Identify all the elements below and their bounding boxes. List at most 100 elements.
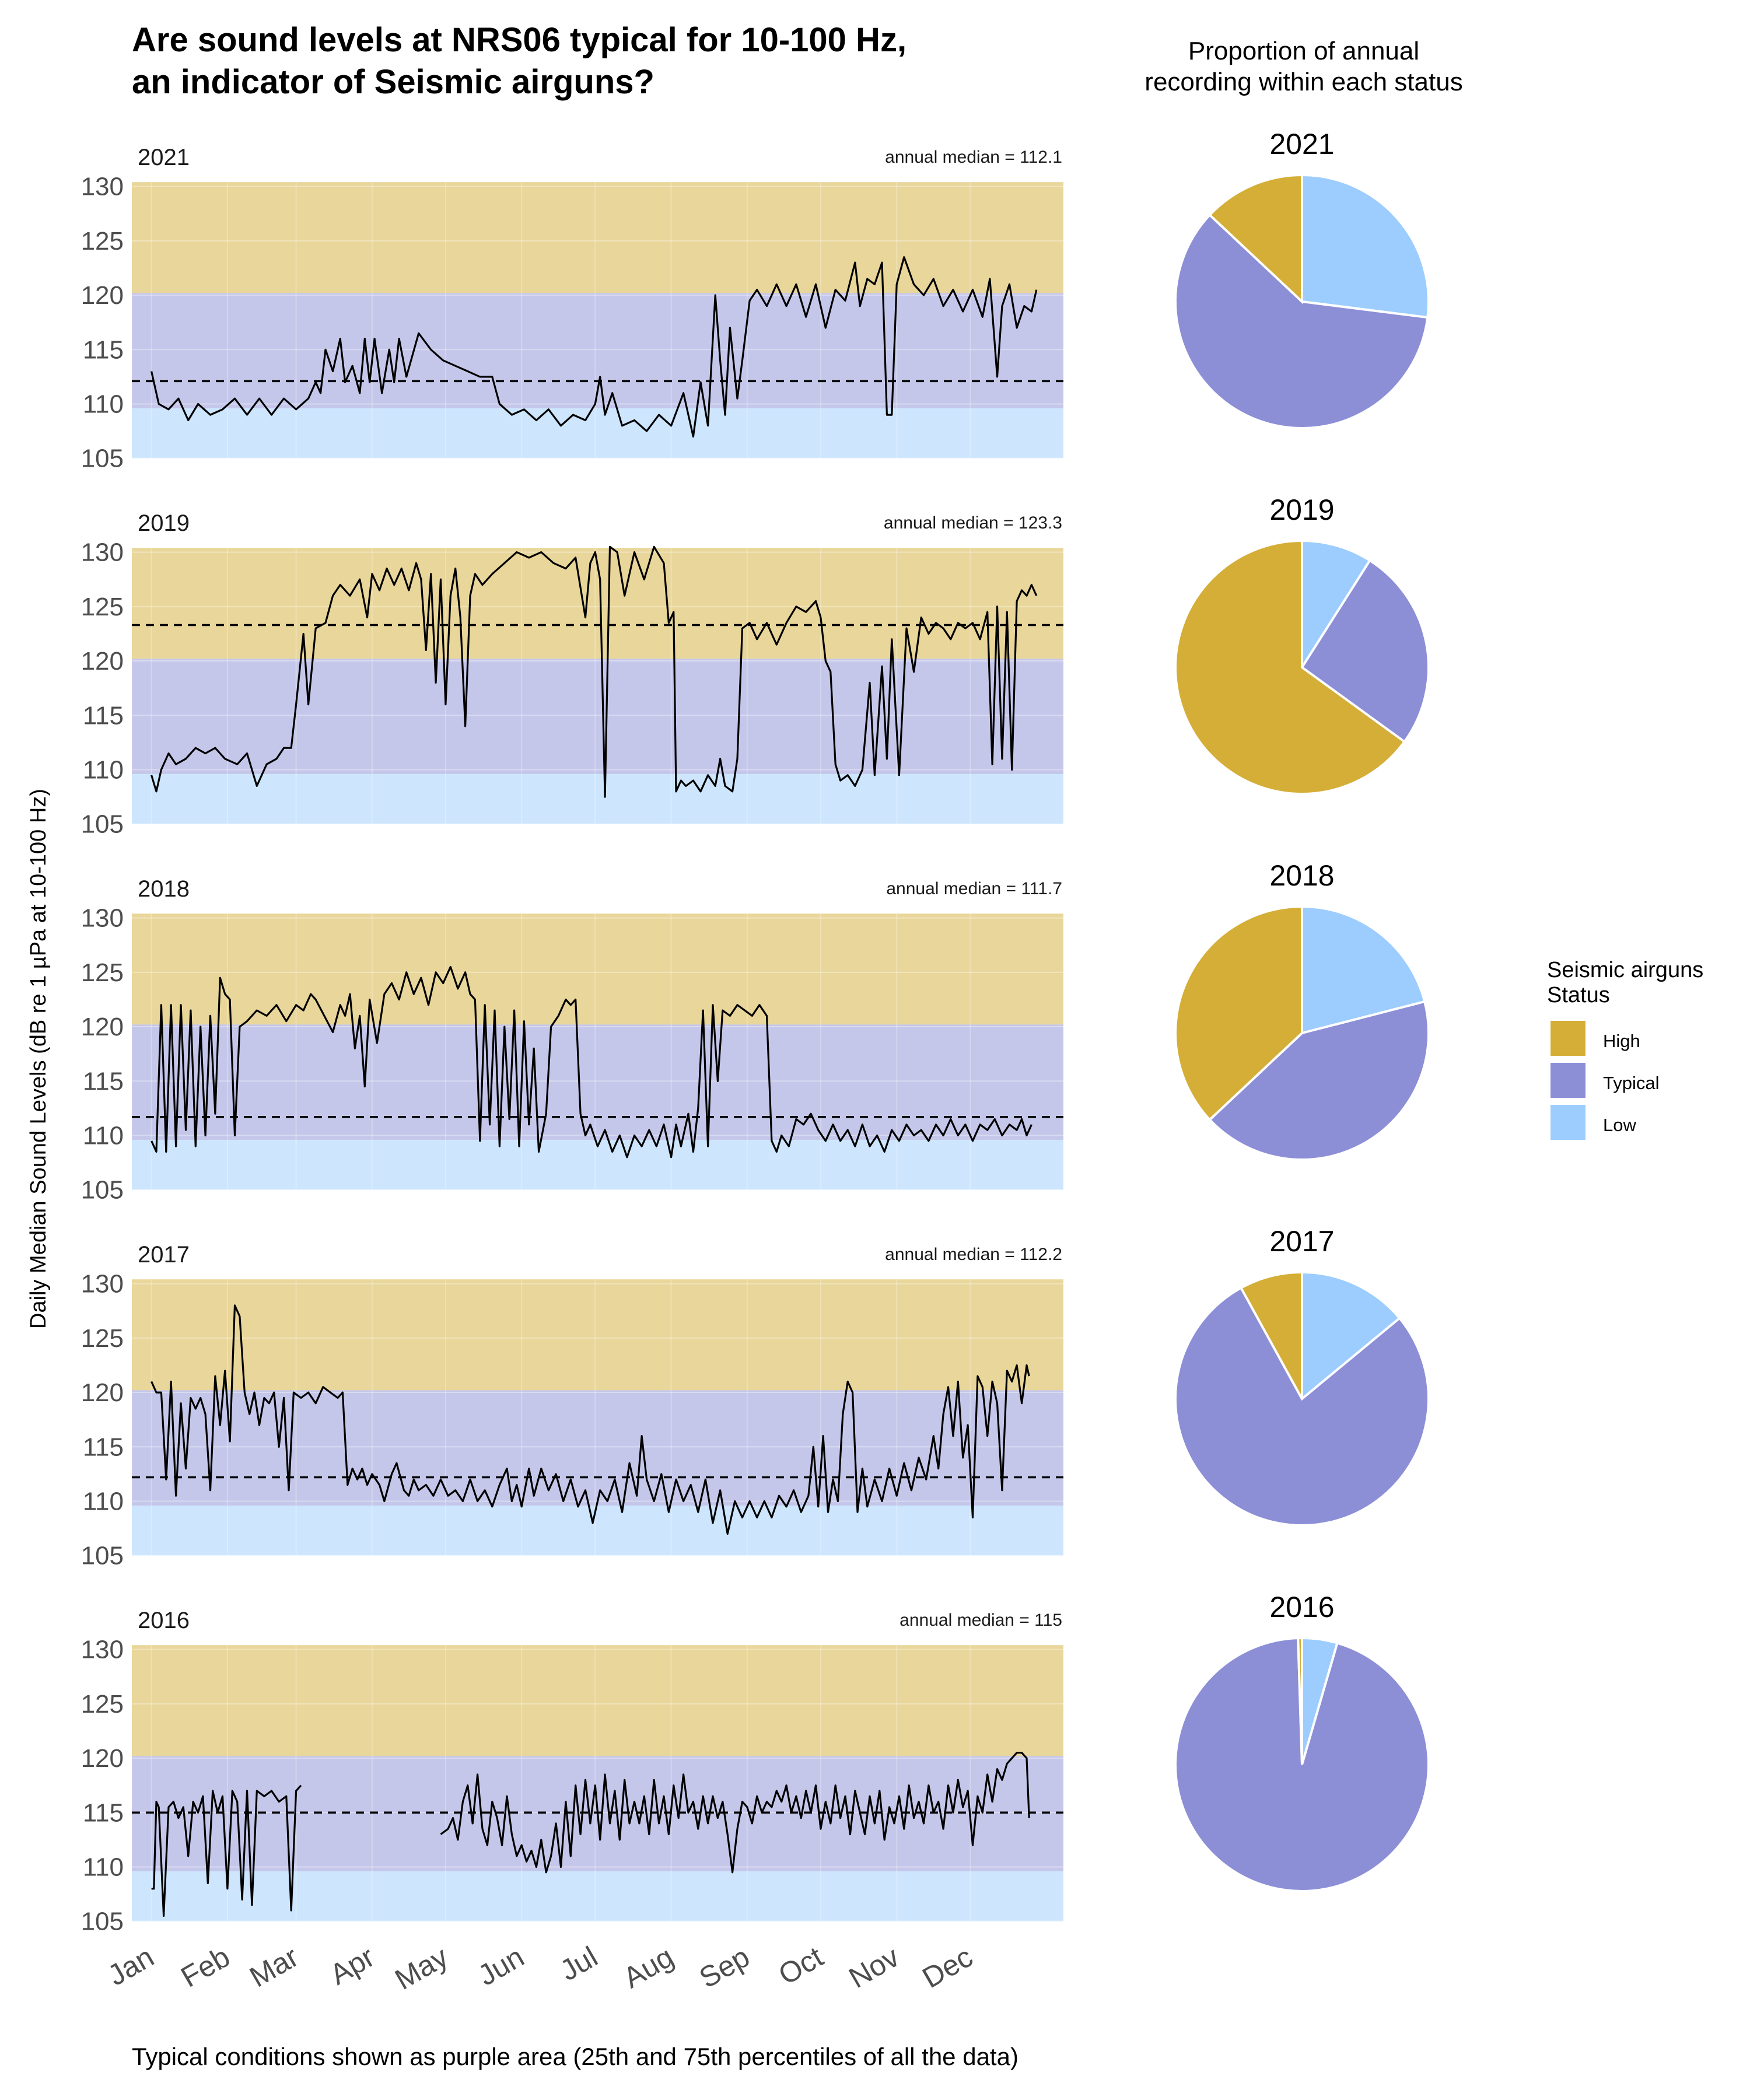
pie-charts: 2021 2019 2018 2017 2016: [1174, 128, 1430, 1892]
x-axis: Jan Feb Mar Apr May Jun Jul Aug Sep Oct Nov Dec: [102, 1940, 978, 1996]
pie-slice-high: [1239, 1270, 1303, 1399]
legend: Seismic airguns Status High Typical Low: [1547, 958, 1703, 1140]
panel-2018: 105 110 115 120 125 130 2018 annual median = 11…: [81, 876, 1063, 1205]
pie-2017: 2017: [1174, 1225, 1430, 1527]
panel-2016: 105 110 115 120 125 130 2016 annual median = 11…: [81, 1608, 1063, 1936]
x-tick-label: Apr: [324, 1940, 380, 1991]
x-tick-label: Feb: [176, 1940, 236, 1994]
y-tick-label: 125: [81, 593, 124, 621]
caption: Typical conditions shown as purple area …: [132, 2043, 1019, 2070]
y-tick-label: 120: [81, 647, 124, 676]
band-high: [132, 1645, 1063, 1756]
y-tick-label: 120: [81, 1378, 124, 1407]
pie-slice-low: [1301, 905, 1426, 1035]
legend-key-typical: [1550, 1063, 1586, 1098]
y-tick-label: 115: [83, 335, 124, 364]
series-line-2019: [150, 545, 1038, 798]
y-tick-label: 130: [81, 538, 124, 567]
band-low: [132, 1505, 1063, 1556]
line-panels: 105 110 115 120 125 130 2021 annual median = 11…: [81, 145, 1063, 1936]
x-tick-label: May: [390, 1940, 454, 1996]
pie-slice-high: [1208, 173, 1303, 304]
y-tick-label: 115: [83, 1067, 124, 1096]
band-typical: [132, 1390, 1063, 1506]
chart-title-line-2: an indicator of Seismic airguns?: [132, 63, 654, 101]
y-tick-label: 115: [83, 1798, 124, 1827]
legend-title-line-1: Seismic airguns: [1547, 958, 1703, 982]
pie-2018: 2018: [1174, 859, 1430, 1161]
series-line-2016: [151, 1784, 302, 1917]
series-line-2021: [150, 256, 1038, 438]
panel-year-label: 2021: [138, 145, 190, 170]
pie-slice-typical: [1174, 1637, 1430, 1892]
series-line-2018: [150, 965, 1032, 1158]
band-low: [132, 408, 1063, 459]
y-tick-label: 110: [83, 390, 124, 418]
series-line-2016: [440, 1752, 1030, 1874]
y-tick-label: 130: [81, 173, 124, 201]
panel-2021: 105 110 115 120 125 130 2021 annual median = 11…: [81, 145, 1063, 473]
y-tick-label: 125: [81, 227, 124, 256]
pie-header-line-1: Proportion of annual: [1188, 37, 1419, 65]
legend-title-line-2: Status: [1547, 983, 1610, 1007]
y-tick-label: 125: [81, 1690, 124, 1718]
legend-key-low: [1550, 1105, 1586, 1140]
band-low: [132, 1871, 1063, 1922]
x-tick-label: Jun: [473, 1940, 530, 1992]
pie-title: 2019: [1269, 494, 1334, 526]
x-tick-label: Nov: [844, 1940, 905, 1994]
pie-2021: 2021: [1174, 128, 1430, 429]
y-tick-label: 125: [81, 958, 124, 987]
band-typical: [132, 1024, 1063, 1140]
pie-slice-high: [1174, 905, 1303, 1122]
annual-median-label: annual median = 112.2: [885, 1245, 1062, 1264]
x-tick-label: Mar: [244, 1940, 304, 1994]
y-tick-label: 130: [81, 1270, 124, 1298]
pie-slice-low: [1301, 539, 1372, 671]
legend-label-typical: Typical: [1603, 1073, 1659, 1093]
panel-year-label: 2016: [138, 1608, 190, 1633]
panel-year-label: 2018: [138, 876, 190, 902]
panel-2019: 105 110 115 120 125 130 2019 annual median = 12…: [81, 510, 1063, 839]
panel-year-label: 2017: [138, 1242, 190, 1268]
pie-slice-low: [1301, 173, 1430, 319]
annual-median-label: annual median = 111.7: [886, 879, 1062, 898]
x-tick-label: Oct: [773, 1940, 828, 1991]
y-tick-label: 125: [81, 1324, 124, 1353]
y-tick-label: 110: [83, 1121, 124, 1150]
x-tick-label: Dec: [917, 1940, 978, 1994]
y-tick-label: 115: [83, 701, 124, 730]
band-high: [132, 914, 1063, 1025]
band-low: [132, 1139, 1063, 1190]
legend-label-low: Low: [1603, 1115, 1636, 1135]
y-axis-label: Daily Median Sound Levels (dB re 1 µPa a…: [26, 789, 51, 1329]
pie-title: 2021: [1269, 128, 1334, 160]
pie-title: 2017: [1269, 1225, 1334, 1258]
pie-title: 2016: [1269, 1591, 1334, 1623]
pie-slice-typical: [1174, 1286, 1430, 1527]
legend-label-high: High: [1603, 1031, 1640, 1051]
legend-key-high: [1550, 1021, 1586, 1056]
pie-slice-typical: [1300, 559, 1430, 744]
y-tick-label: 105: [81, 1176, 124, 1205]
x-tick-label: Jan: [102, 1940, 159, 1992]
band-high: [132, 1279, 1063, 1391]
pie-slice-high: [1297, 1636, 1303, 1765]
y-tick-label: 120: [81, 1013, 124, 1041]
y-tick-label: 120: [81, 281, 124, 310]
chart-title-line-1: Are sound levels at NRS06 typical for 10…: [132, 21, 907, 59]
x-tick-label: Aug: [618, 1940, 679, 1994]
y-tick-label: 110: [83, 1487, 124, 1516]
band-high: [132, 182, 1063, 293]
annual-median-label: annual median = 115: [900, 1611, 1062, 1630]
pie-slice-high: [1174, 539, 1406, 795]
y-tick-label: 120: [81, 1744, 124, 1773]
y-tick-label: 105: [81, 1542, 124, 1570]
y-tick-label: 130: [81, 1636, 124, 1664]
pie-title: 2018: [1269, 859, 1334, 892]
panel-2017: 105 110 115 120 125 130 2017 annual median = 11…: [81, 1242, 1063, 1570]
y-tick-label: 105: [81, 1908, 124, 1936]
band-typical: [132, 659, 1063, 774]
y-tick-label: 115: [83, 1433, 124, 1461]
